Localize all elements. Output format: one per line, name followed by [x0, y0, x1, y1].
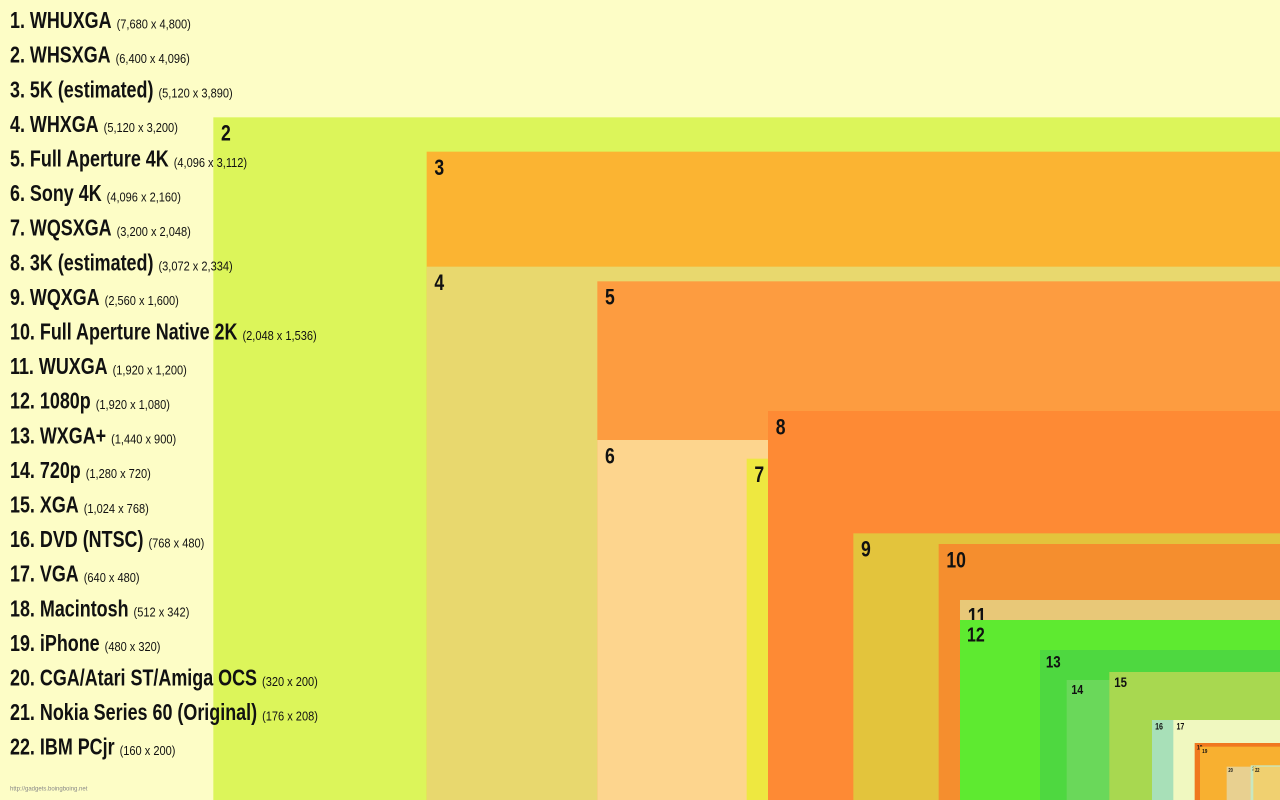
resolution-size: (7,680 x 4,800) [117, 17, 191, 32]
rect-label: 20 [1228, 768, 1233, 774]
resolution-size: (768 x 480) [148, 536, 204, 551]
resolution-rect [1253, 766, 1280, 800]
resolution-size: (3,072 x 2,334) [158, 259, 232, 274]
rect-label: 13 [1046, 653, 1061, 672]
rect-label: 15 [1114, 674, 1127, 691]
resolution-size: (640 x 480) [84, 570, 140, 585]
resolution-name: 10. Full Aperture Native 2K [10, 319, 238, 345]
rect-label: 6 [605, 445, 615, 469]
resolution-name: 6. Sony 4K [10, 181, 102, 207]
source: http://gadgets.boingboing.net [10, 787, 88, 793]
resolution-name: 18. Macintosh [10, 596, 129, 622]
resolution-size: (1,280 x 720) [86, 466, 151, 481]
rect-label: 17 [1176, 722, 1184, 732]
rect-label: 16 [1155, 722, 1163, 732]
resolution-name: 14. 720p [10, 458, 81, 484]
resolution-name: 19. iPhone [10, 631, 100, 657]
resolution-size: (4,096 x 3,112) [174, 155, 247, 170]
resolution-name: 9. WQXGA [10, 285, 100, 311]
resolution-name: 16. DVD (NTSC) [10, 527, 143, 553]
rect-label: 14 [1071, 682, 1083, 697]
resolution-size: (160 x 200) [120, 743, 176, 758]
resolution-name: 8. 3K (estimated) [10, 250, 153, 276]
resolution-name: 5. Full Aperture 4K [10, 146, 169, 172]
resolution-name: 15. XGA [10, 492, 79, 518]
rect-label: 4 [434, 271, 444, 295]
rect-label: 18 [1197, 745, 1203, 752]
resolution-name: 17. VGA [10, 562, 79, 588]
resolution-size: (5,120 x 3,890) [158, 86, 232, 101]
resolution-name: 2. WHSXGA [10, 43, 111, 69]
rect-label: 2 [221, 122, 231, 146]
resolution-name: 20. CGA/Atari ST/Amiga OCS [10, 665, 257, 691]
rect-label: 22 [1255, 768, 1260, 774]
rect-label: 3 [434, 156, 444, 180]
rect-label: 8 [776, 416, 786, 440]
resolution-name: 13. WXGA+ [10, 423, 106, 449]
resolution-size: (1,920 x 1,200) [113, 363, 187, 378]
resolution-name: 3. 5K (estimated) [10, 77, 153, 103]
resolution-size: (5,120 x 3,200) [104, 120, 178, 135]
rect-label: 7 [754, 463, 764, 487]
resolution-size: (1,440 x 900) [111, 432, 176, 447]
rect-label: 9 [861, 538, 871, 562]
resolution-size: (4,096 x 2,160) [107, 190, 181, 205]
rect-label: 10 [946, 549, 966, 573]
rect-label: 19 [1202, 749, 1207, 756]
resolution-size: (1,920 x 1,080) [96, 397, 170, 412]
resolution-name: 12. 1080p [10, 389, 91, 415]
resolution-name: 4. WHXGA [10, 112, 99, 138]
resolution-size: (480 x 320) [105, 639, 161, 654]
resolution-size: (320 x 200) [262, 674, 318, 689]
resolution-name: 7. WQSXGA [10, 216, 112, 242]
rect-label: 5 [605, 286, 615, 310]
rect-label: 12 [967, 624, 985, 646]
resolution-size: (1,024 x 768) [84, 501, 149, 516]
resolution-size: (3,200 x 2,048) [117, 224, 191, 239]
resolution-name: 1. WHUXGA [10, 8, 112, 34]
resolution-size: (2,560 x 1,600) [105, 293, 179, 308]
resolution-name: 21. Nokia Series 60 (Original) [10, 700, 257, 726]
resolution-size: (2,048 x 1,536) [242, 328, 316, 343]
resolution-name: 11. WUXGA [10, 354, 108, 380]
resolution-size: (176 x 208) [262, 709, 318, 724]
resolution-size: (6,400 x 4,096) [116, 51, 190, 66]
resolution-name: 22. IBM PCjr [10, 735, 115, 761]
resolution-size: (512 x 342) [134, 605, 190, 620]
